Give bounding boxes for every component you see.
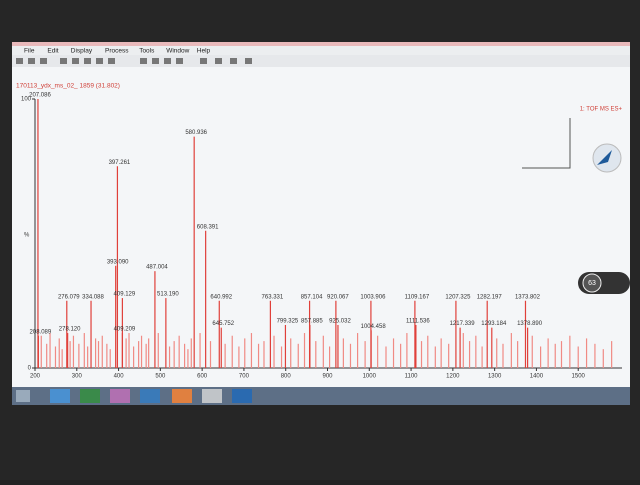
peak-label: 1004.458 xyxy=(361,324,387,330)
task-icon[interactable] xyxy=(202,389,222,403)
peak-label: 334.088 xyxy=(82,294,104,300)
peak-label: 276.079 xyxy=(58,294,80,300)
x-tick-label: 1300 xyxy=(488,374,502,380)
menu-item[interactable]: Edit xyxy=(47,48,58,55)
peak-label: 799.325 xyxy=(277,319,299,325)
y-tick-label: 0 xyxy=(28,366,32,372)
peak-label: 1111.536 xyxy=(406,319,430,325)
spectrum-title: 170113_ydx_ms_02_ 1859 (31.802) xyxy=(16,83,120,90)
start-button[interactable] xyxy=(16,390,30,402)
menu-item[interactable]: Tools xyxy=(139,48,155,55)
toolbar-icons xyxy=(16,58,252,64)
x-tick-label: 1200 xyxy=(446,374,460,380)
x-tick-label: 1400 xyxy=(530,374,544,380)
peak-label: 920.067 xyxy=(327,294,349,300)
peak-label: 1217.339 xyxy=(450,321,476,327)
menu-bar xyxy=(12,46,630,55)
peak-label: 763.331 xyxy=(262,294,284,300)
menu-item[interactable]: Window xyxy=(166,48,189,55)
x-tick-label: 300 xyxy=(72,374,83,380)
tool-icon[interactable] xyxy=(152,58,159,64)
tool-icon[interactable] xyxy=(96,58,103,64)
peak-label: 1109.167 xyxy=(405,294,430,300)
x-tick-label: 200 xyxy=(30,374,41,380)
x-tick-label: 800 xyxy=(281,374,292,380)
peak-label: 1378.890 xyxy=(517,321,543,327)
peak-label: 208.089 xyxy=(30,329,52,335)
peak-label: 857.104 xyxy=(301,294,323,300)
trace-info: 1: TOF MS ES+ xyxy=(580,107,623,113)
tool-icon[interactable] xyxy=(108,58,115,64)
peak-label: 207.086 xyxy=(29,93,51,99)
tool-icon[interactable] xyxy=(28,58,35,64)
tool-icon[interactable] xyxy=(215,58,222,64)
tool-icon[interactable] xyxy=(72,58,79,64)
peak-label: 1207.325 xyxy=(445,294,471,300)
widget-ring xyxy=(582,273,602,293)
screen xyxy=(12,42,630,387)
logo-bird xyxy=(597,150,612,165)
peak-label: 1003.906 xyxy=(360,294,386,300)
inset-frame xyxy=(522,118,571,169)
peak-label: 278.120 xyxy=(59,327,81,333)
x-tick-label: 400 xyxy=(114,374,125,380)
menu-item[interactable]: File xyxy=(24,48,35,55)
task-icon[interactable] xyxy=(172,389,192,403)
peak-label: 409.129 xyxy=(114,292,136,298)
peak-label: 608.391 xyxy=(197,224,219,230)
tool-icon[interactable] xyxy=(40,58,47,64)
peak-label: 1293.184 xyxy=(481,321,507,327)
task-icon[interactable] xyxy=(80,389,100,403)
menu-item[interactable]: Display xyxy=(71,48,93,55)
peak-label: 857.885 xyxy=(301,319,323,325)
tool-icon[interactable] xyxy=(245,58,252,64)
peak-label: 487.004 xyxy=(146,265,168,271)
x-tick-label: 600 xyxy=(197,374,208,380)
tool-icon[interactable] xyxy=(140,58,147,64)
taskbar-icons xyxy=(16,389,252,403)
tool-icon[interactable] xyxy=(176,58,183,64)
peak-label: 513.190 xyxy=(157,292,179,298)
tool-icon[interactable] xyxy=(164,58,171,64)
task-icon[interactable] xyxy=(232,389,252,403)
tool-icon[interactable] xyxy=(200,58,207,64)
peak-label: 397.261 xyxy=(109,160,131,166)
taskbar xyxy=(12,387,630,405)
x-tick-label: 1000 xyxy=(363,374,377,380)
tool-icon[interactable] xyxy=(16,58,23,64)
tool-icon[interactable] xyxy=(84,58,91,64)
x-tick-label: 900 xyxy=(322,374,333,380)
menu-item[interactable]: Process xyxy=(105,48,129,55)
peak-label: 640.992 xyxy=(210,294,232,300)
task-icon[interactable] xyxy=(110,389,130,403)
title-bar xyxy=(12,42,630,46)
task-icon[interactable] xyxy=(50,389,70,403)
y-axis-label: % xyxy=(24,233,30,239)
peak-label: 1373.802 xyxy=(515,294,541,300)
widget-value: 63 xyxy=(588,280,596,287)
peak-label: 925.032 xyxy=(329,319,351,325)
peak-label: 409.209 xyxy=(114,327,136,333)
tool-icon[interactable] xyxy=(230,58,237,64)
toolbar xyxy=(12,55,630,67)
x-tick-label: 1100 xyxy=(405,374,419,380)
peak-label: 580.936 xyxy=(185,130,207,136)
x-tick-label: 700 xyxy=(239,374,250,380)
menu-item[interactable]: Help xyxy=(197,48,211,55)
tool-icon[interactable] xyxy=(60,58,67,64)
x-tick-label: 500 xyxy=(155,374,166,380)
peak-label: 645.752 xyxy=(212,321,234,327)
x-tick-label: 1500 xyxy=(572,374,586,380)
y-tick-label: 100 xyxy=(21,97,32,103)
peak-label: 393.090 xyxy=(107,259,129,265)
menu: File Edit Display Process Tools Window Help xyxy=(24,48,211,55)
peak-label: 1282.197 xyxy=(477,294,503,300)
task-icon[interactable] xyxy=(140,389,160,403)
